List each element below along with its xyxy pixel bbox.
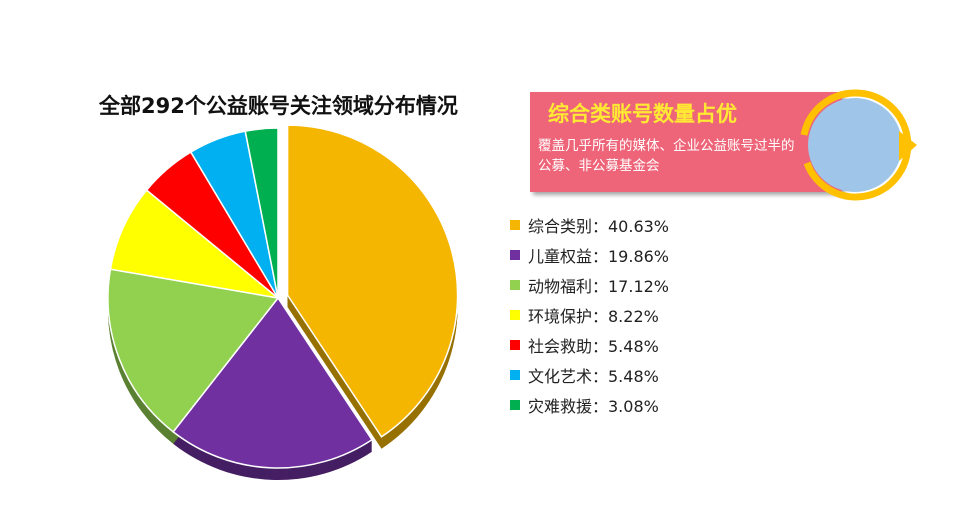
legend-item: 环境保护：8.22% (510, 300, 669, 330)
legend-label: 综合类别：40.63% (528, 217, 670, 236)
chart-title: 全部292个公益账号关注领域分布情况 (99, 94, 458, 118)
legend-item: 文化艺术：5.48% (510, 360, 669, 390)
legend: 综合类别：40.63% 儿童权益：19.86% 动物福利：17.12% 环境保护… (510, 210, 669, 420)
pie-slice-1 (172, 296, 373, 469)
pie-slice-3 (109, 189, 281, 300)
legend-label: 环境保护：8.22% (528, 307, 659, 326)
legend-swatch (510, 400, 520, 410)
legend-label: 动物福利：17.12% (528, 277, 670, 296)
pie-slice-0 (286, 124, 459, 438)
legend-item: 社会救助：5.48% (510, 330, 669, 360)
legend-item: 儿童权益：19.86% (510, 240, 669, 270)
legend-label: 社会救助：5.48% (528, 337, 659, 356)
legend-swatch (510, 310, 520, 320)
legend-item: 灾难救援：3.08% (510, 390, 669, 420)
callout-text: 覆盖几乎所有的媒体、企业公益账号过半的公募、非公募基金会 (538, 138, 795, 174)
callout-title: 综合类账号数量占优 (548, 102, 737, 126)
legend-swatch (510, 220, 520, 230)
pie-slice-6 (244, 127, 279, 299)
legend-swatch (510, 340, 520, 350)
legend-label: 灾难救援：3.08% (528, 397, 659, 416)
circular-arrow-icon (800, 89, 917, 201)
legend-item: 综合类别：40.63% (510, 210, 669, 240)
legend-swatch (510, 280, 520, 290)
legend-item: 动物福利：17.12% (510, 270, 669, 300)
legend-swatch (510, 370, 520, 380)
callout-box: 综合类账号数量占优 覆盖几乎所有的媒体、企业公益账号过半的公募、非公募基金会 (530, 92, 842, 192)
legend-swatch (510, 250, 520, 260)
legend-label: 儿童权益：19.86% (528, 247, 670, 266)
legend-label: 文化艺术：5.48% (528, 367, 659, 386)
pie-slice-2 (107, 268, 280, 433)
